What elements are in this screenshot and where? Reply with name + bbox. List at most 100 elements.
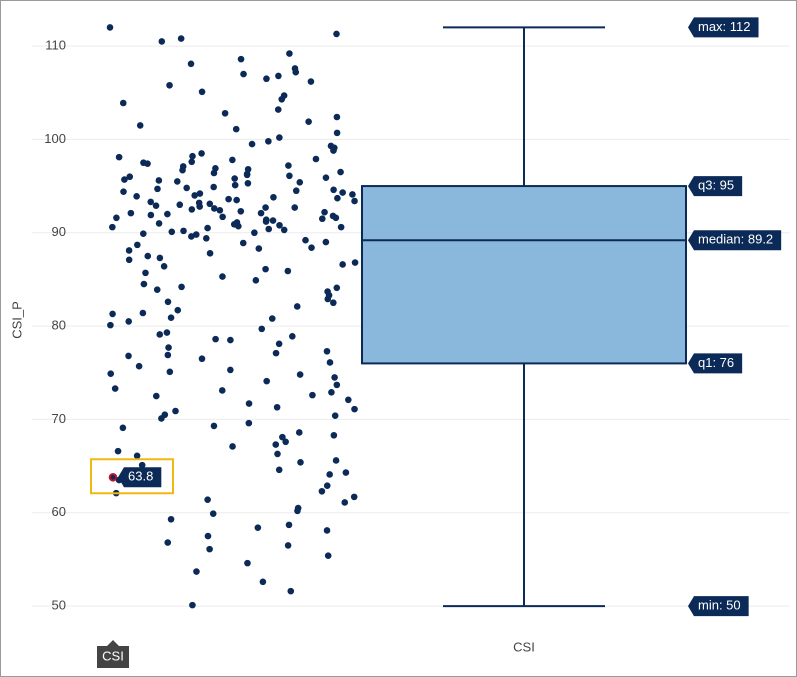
point [274,106,282,113]
point [155,177,163,184]
point [216,207,224,214]
point [107,321,114,329]
point [231,181,239,189]
point [262,218,270,225]
point [140,159,147,167]
point [263,75,270,83]
point [218,387,226,394]
point [198,355,206,363]
x-tick-label: CSI [513,639,535,654]
point [152,202,160,209]
point [339,261,346,268]
point [330,186,337,194]
point [262,204,269,211]
point [257,209,265,217]
point [279,433,286,441]
hover-label-bg [118,467,162,488]
point [126,173,134,181]
point [133,193,140,200]
point [166,81,173,89]
hover-label-text: 63.8 [128,469,153,484]
point [188,206,196,213]
point [341,499,349,506]
point [188,158,196,166]
point [324,552,332,559]
point [225,195,232,203]
point [272,349,280,357]
point [332,214,340,222]
y-axis-title: CSI_P [9,301,24,339]
stat-label-text: max: 112 [698,19,751,34]
point [114,447,122,455]
x-hover-label: CSI [97,640,129,668]
point [331,374,338,381]
point [206,200,214,208]
highlight-point [108,472,118,482]
point [351,259,359,266]
point [323,482,331,489]
point [308,244,315,251]
point [287,587,295,595]
point [259,578,267,586]
point [337,223,345,231]
point [166,368,174,376]
point [321,208,328,216]
point [125,247,133,254]
point [333,129,341,137]
point [333,381,341,389]
point [305,118,312,125]
point [135,362,143,370]
point [351,405,358,413]
y-tick-label: 80 [52,318,66,333]
point [263,377,270,385]
point [188,233,195,240]
point [240,70,247,78]
point [330,431,338,439]
point [289,333,296,340]
point [140,230,147,237]
point [160,263,168,270]
point [156,254,164,262]
point [302,236,309,244]
stat-label-bg [688,230,782,251]
point [115,153,123,161]
point [198,150,205,157]
point [291,204,299,211]
y-tick-label: 60 [52,504,66,519]
point [345,396,352,404]
hover-label: 63.8 [118,467,162,488]
point [324,295,332,303]
point [278,95,286,103]
point [333,30,340,38]
point [109,223,116,231]
point [349,191,356,198]
point [342,469,350,476]
point [125,256,133,264]
point [251,229,258,237]
point [275,340,283,348]
point [351,197,358,205]
point [265,137,272,145]
point [327,142,335,150]
point [139,309,147,317]
point [265,225,273,233]
point [293,303,301,310]
point [239,239,247,247]
point [187,60,195,68]
point [312,155,320,163]
point [309,391,316,399]
stat-label-text: median: 89.2 [698,232,773,247]
point [177,35,185,42]
point [183,184,190,192]
point [164,351,172,359]
point [296,179,304,186]
point [163,329,171,336]
point [275,72,282,80]
point [210,169,218,177]
point [152,392,160,400]
point [196,190,204,197]
point [292,187,300,195]
point [202,235,210,242]
point [168,228,176,236]
